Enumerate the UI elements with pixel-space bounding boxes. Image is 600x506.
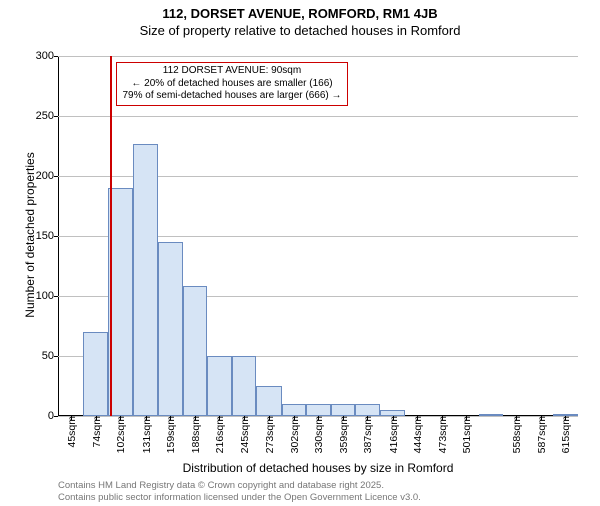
- histogram-bar: [479, 414, 503, 416]
- x-tick-label: 615sqm: [558, 416, 572, 453]
- x-tick-label: 102sqm: [113, 416, 127, 453]
- x-tick-label: 216sqm: [212, 416, 226, 453]
- x-tick-label: 131sqm: [139, 416, 153, 453]
- x-tick-label: 587sqm: [534, 416, 548, 453]
- x-tick-label: 45sqm: [64, 416, 78, 448]
- histogram-bar: [207, 356, 232, 416]
- y-tick-label: 200: [36, 170, 58, 182]
- footnote-line1: Contains HM Land Registry data © Crown c…: [58, 480, 421, 492]
- histogram-bar: [232, 356, 256, 416]
- x-tick-label: 302sqm: [287, 416, 301, 453]
- histogram-bar: [306, 404, 331, 416]
- x-axis-label: Distribution of detached houses by size …: [58, 461, 578, 475]
- histogram-bar: [83, 332, 108, 416]
- x-tick-label: 330sqm: [311, 416, 325, 453]
- y-tick-label: 0: [48, 410, 58, 422]
- histogram-bar: [133, 144, 157, 416]
- marker-line3: 79% of semi-detached houses are larger (…: [120, 90, 344, 103]
- x-tick-label: 74sqm: [89, 416, 103, 448]
- chart-title-line2: Size of property relative to detached ho…: [0, 23, 600, 38]
- x-tick-label: 387sqm: [360, 416, 374, 453]
- histogram-bar: [183, 286, 207, 416]
- gridline: [58, 116, 578, 117]
- gridline: [58, 56, 578, 57]
- histogram-bar: [331, 404, 355, 416]
- marker-line2: ← 20% of detached houses are smaller (16…: [120, 78, 344, 91]
- histogram-bar: [282, 404, 306, 416]
- plot-area: 05010015020025030045sqm74sqm102sqm131sqm…: [58, 56, 578, 416]
- x-tick-label: 444sqm: [410, 416, 424, 453]
- x-tick-label: 558sqm: [509, 416, 523, 453]
- histogram-bar: [256, 386, 281, 416]
- marker-annotation: 112 DORSET AVENUE: 90sqm← 20% of detache…: [116, 62, 348, 106]
- footnote: Contains HM Land Registry data © Crown c…: [58, 480, 421, 505]
- x-tick-label: 416sqm: [386, 416, 400, 453]
- x-tick-label: 473sqm: [435, 416, 449, 453]
- footnote-line2: Contains public sector information licen…: [58, 492, 421, 504]
- x-tick-label: 501sqm: [459, 416, 473, 453]
- y-tick-label: 150: [36, 230, 58, 242]
- x-tick-label: 188sqm: [188, 416, 202, 453]
- x-tick-label: 159sqm: [163, 416, 177, 453]
- marker-line: [110, 56, 112, 416]
- x-tick-label: 359sqm: [336, 416, 350, 453]
- y-tick-label: 250: [36, 110, 58, 122]
- y-tick-label: 100: [36, 290, 58, 302]
- histogram-bar: [158, 242, 183, 416]
- x-tick-label: 273sqm: [262, 416, 276, 453]
- y-tick-label: 300: [36, 50, 58, 62]
- marker-line1: 112 DORSET AVENUE: 90sqm: [120, 65, 344, 78]
- y-tick-label: 50: [42, 350, 58, 362]
- histogram-bar: [108, 188, 133, 416]
- x-tick-label: 245sqm: [237, 416, 251, 453]
- histogram-bar: [355, 404, 380, 416]
- chart-title-line1: 112, DORSET AVENUE, ROMFORD, RM1 4JB: [0, 6, 600, 23]
